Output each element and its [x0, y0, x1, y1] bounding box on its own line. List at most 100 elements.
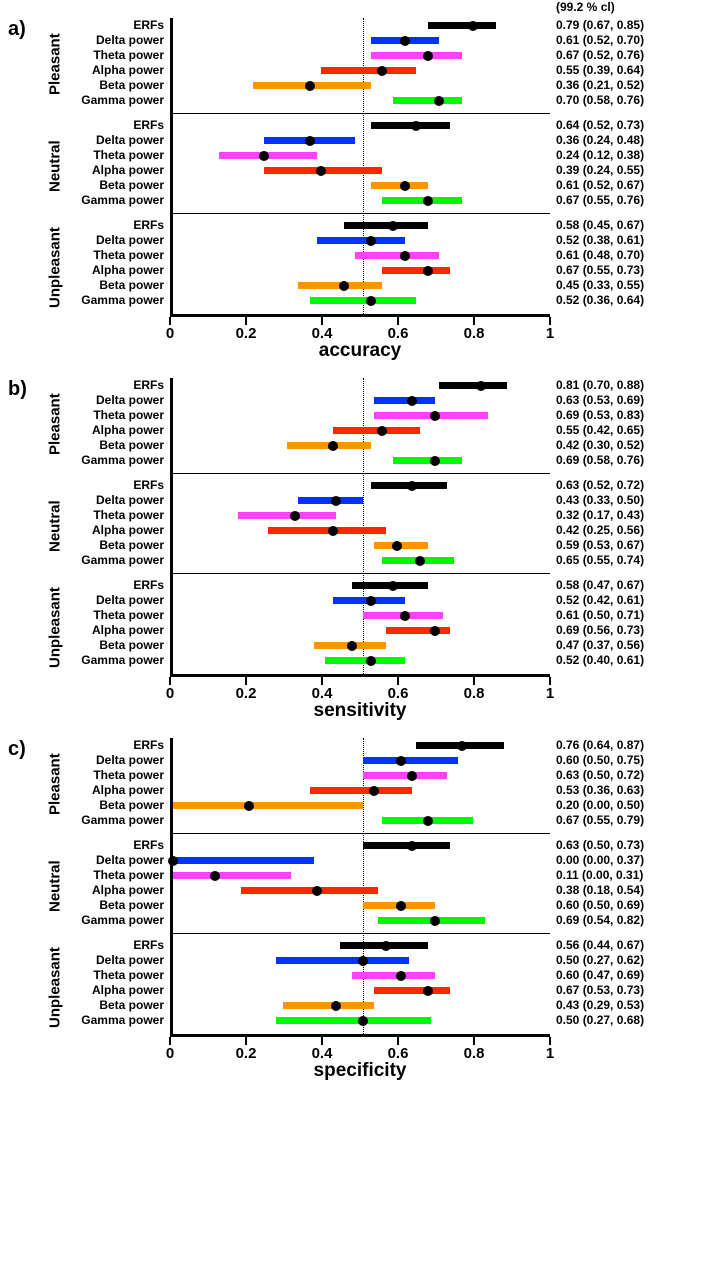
ci-bar	[352, 972, 436, 979]
x-axis: 00.20.40.60.81	[170, 674, 550, 702]
panel-letter: c)	[8, 738, 26, 761]
point-estimate-dot	[331, 496, 341, 506]
ci-text: 0.43 (0.33, 0.50)	[550, 493, 690, 508]
x-tick	[473, 1037, 475, 1045]
point-estimate-dot	[210, 871, 220, 881]
ci-text: 0.67 (0.55, 0.73)	[550, 263, 690, 278]
x-axis: 00.20.40.60.81	[170, 1034, 550, 1062]
measure-label: Gamma power	[70, 93, 170, 108]
ci-text: 0.58 (0.45, 0.67)	[550, 218, 690, 233]
ci-text: 0.76 (0.64, 0.87)	[550, 738, 690, 753]
ci-bar	[374, 397, 435, 404]
measure-label: Delta power	[70, 233, 170, 248]
ci-row	[173, 783, 550, 798]
measure-label: Beta power	[70, 438, 170, 453]
ci-row	[173, 938, 550, 953]
point-estimate-dot	[358, 1016, 368, 1026]
point-estimate-dot	[423, 51, 433, 61]
point-estimate-dot	[457, 741, 467, 751]
group-label: Neutral	[40, 120, 70, 212]
group-label: Pleasant	[40, 18, 70, 110]
ci-bar	[238, 512, 337, 519]
ci-row	[173, 798, 550, 813]
ci-text: 0.70 (0.58, 0.76)	[550, 93, 690, 108]
ci-row	[173, 653, 550, 668]
ci-text: 0.58 (0.47, 0.67)	[550, 578, 690, 593]
x-tick	[321, 1037, 323, 1045]
point-estimate-dot	[328, 526, 338, 536]
point-estimate-dot	[468, 21, 478, 31]
point-estimate-dot	[396, 901, 406, 911]
measure-label: ERFs	[70, 18, 170, 33]
measure-label: Beta power	[70, 78, 170, 93]
ci-text: 0.55 (0.39, 0.64)	[550, 63, 690, 78]
measure-label: ERFs	[70, 478, 170, 493]
x-tick	[473, 677, 475, 685]
ci-row	[173, 753, 550, 768]
ci-text: 0.60 (0.50, 0.69)	[550, 898, 690, 913]
ci-bar	[393, 97, 461, 104]
x-tick-label: 1	[546, 325, 554, 342]
ci-text: 0.39 (0.24, 0.55)	[550, 163, 690, 178]
x-tick-label: 0	[166, 1045, 174, 1062]
group-label: Unpleasant	[40, 582, 70, 674]
measure-label: Beta power	[70, 538, 170, 553]
ci-row	[173, 293, 550, 308]
x-tick-label: 0	[166, 325, 174, 342]
group-label: Pleasant	[40, 738, 70, 830]
point-estimate-dot	[328, 441, 338, 451]
group-separator	[173, 213, 550, 214]
ci-text: 0.60 (0.50, 0.75)	[550, 753, 690, 768]
ci-row	[173, 148, 550, 163]
measure-label: ERFs	[70, 838, 170, 853]
point-estimate-dot	[430, 626, 440, 636]
measure-label: Theta power	[70, 968, 170, 983]
ci-text: 0.67 (0.55, 0.79)	[550, 813, 690, 828]
measure-label: Delta power	[70, 593, 170, 608]
x-tick-label: 0.2	[236, 685, 257, 702]
measure-label: Theta power	[70, 408, 170, 423]
point-estimate-dot	[381, 941, 391, 951]
point-estimate-dot	[259, 151, 269, 161]
ci-bar	[173, 857, 314, 864]
group-label: Neutral	[40, 840, 70, 932]
x-tick-label: 0	[166, 685, 174, 702]
measure-label: Delta power	[70, 853, 170, 868]
ci-row	[173, 593, 550, 608]
x-tick-label: 0.2	[236, 325, 257, 342]
ci-bar	[276, 1017, 432, 1024]
point-estimate-dot	[331, 1001, 341, 1011]
ci-row	[173, 508, 550, 523]
ci-bar	[439, 382, 507, 389]
panel-letter: a)	[8, 18, 26, 41]
point-estimate-dot	[396, 971, 406, 981]
ci-text: 0.32 (0.17, 0.43)	[550, 508, 690, 523]
ci-row	[173, 883, 550, 898]
measure-label: Beta power	[70, 638, 170, 653]
point-estimate-dot	[377, 66, 387, 76]
ci-row	[173, 493, 550, 508]
measure-label: Gamma power	[70, 193, 170, 208]
point-estimate-dot	[400, 36, 410, 46]
measure-label: Alpha power	[70, 163, 170, 178]
measure-label: Beta power	[70, 178, 170, 193]
ci-row	[173, 63, 550, 78]
ci-bar	[393, 457, 461, 464]
x-tick-label: 0.8	[464, 1045, 485, 1062]
ci-row	[173, 453, 550, 468]
ci-text: 0.59 (0.53, 0.67)	[550, 538, 690, 553]
x-tick-label: 1	[546, 1045, 554, 1062]
point-estimate-dot	[316, 166, 326, 176]
x-tick-label: 0.4	[312, 325, 333, 342]
measure-label: Delta power	[70, 393, 170, 408]
ci-text: 0.42 (0.30, 0.52)	[550, 438, 690, 453]
ci-row	[173, 263, 550, 278]
measure-label: Alpha power	[70, 783, 170, 798]
row-label-col: ERFsDelta powerTheta powerAlpha powerBet…	[70, 378, 170, 674]
ci-text: 0.52 (0.42, 0.61)	[550, 593, 690, 608]
point-estimate-dot	[476, 381, 486, 391]
ci-row	[173, 983, 550, 998]
x-tick-label: 0.8	[464, 325, 485, 342]
x-tick-label: 0.6	[388, 685, 409, 702]
group-label: Neutral	[40, 480, 70, 572]
